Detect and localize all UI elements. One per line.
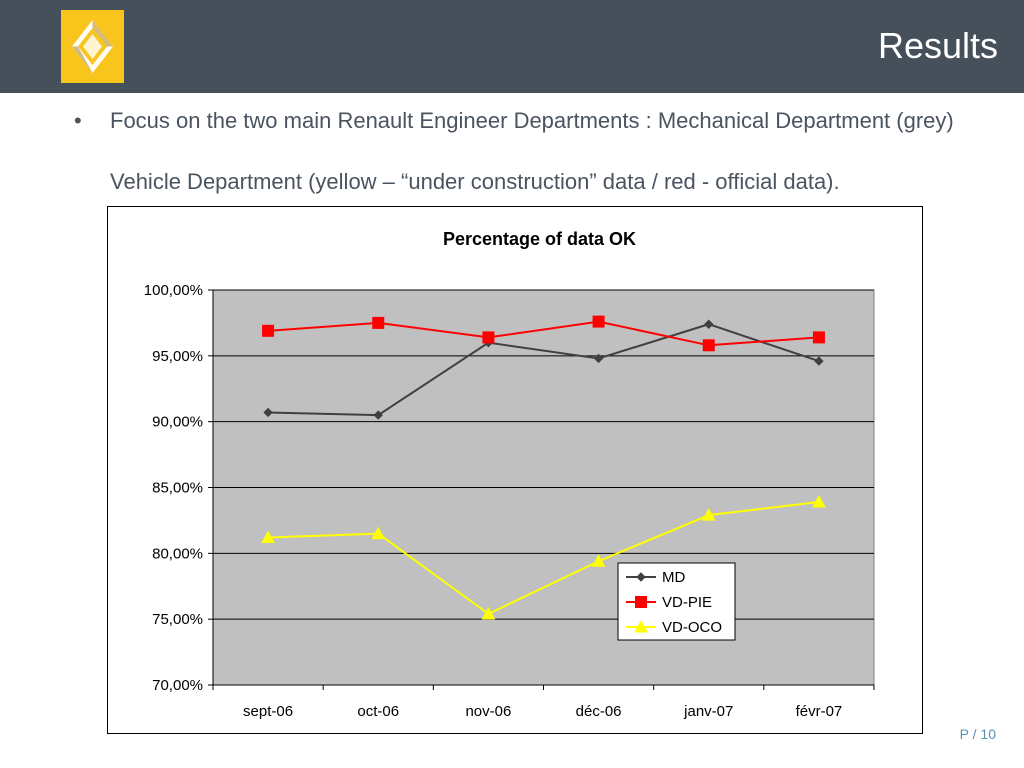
- y-tick-label: 80,00%: [152, 545, 203, 562]
- data-point-md: [373, 410, 383, 420]
- x-tick-label: janv-07: [683, 703, 733, 720]
- legend-label-md: MD: [662, 569, 685, 586]
- bullet-continuation: Vehicle Department (yellow – “under cons…: [110, 169, 840, 194]
- legend-marker-vd-pie: [635, 596, 647, 608]
- legend-label-vd-oco: VD-OCO: [662, 619, 722, 636]
- x-tick-label: oct-06: [357, 703, 399, 720]
- chart-title: Percentage of data OK: [443, 229, 636, 249]
- y-tick-label: 95,00%: [152, 348, 203, 365]
- x-tick-label: févr-07: [796, 703, 843, 720]
- data-point-vd-pie: [812, 331, 825, 344]
- y-tick-label: 75,00%: [152, 611, 203, 628]
- legend-label-vd-pie: VD-PIE: [662, 594, 712, 611]
- bullet-marker: •: [74, 108, 82, 133]
- data-point-vd-pie: [482, 331, 495, 344]
- renault-logo: [61, 10, 124, 83]
- series-line-md: [268, 323, 820, 417]
- data-point-md: [263, 407, 273, 418]
- data-point-vd-oco: [701, 508, 716, 521]
- y-tick-label: 70,00%: [152, 677, 203, 694]
- slide-title: Results: [877, 25, 998, 66]
- bullet-text: Focus on the two main Renault Engineer D…: [110, 108, 954, 133]
- legend-marker-md: [636, 572, 646, 582]
- series-line-vd-pie: [268, 320, 819, 347]
- data-point-vd-pie: [372, 316, 385, 329]
- slide-header: Results: [0, 0, 1024, 93]
- data-point-vd-oco: [591, 554, 606, 567]
- x-tick-label: sept-06: [243, 703, 293, 720]
- data-point-vd-oco: [371, 526, 386, 540]
- renault-diamond-icon: [72, 20, 113, 73]
- x-tick-label: déc-06: [576, 703, 622, 720]
- chart-frame: Percentage of data OK 70,00% 75,00% 80,00% 8…: [107, 206, 923, 734]
- data-point-vd-oco: [261, 530, 275, 544]
- data-point-vd-oco: [812, 494, 826, 508]
- x-tick-label: nov-06: [465, 703, 511, 720]
- page-number: P / 10: [959, 726, 996, 742]
- data-point-vd-pie: [702, 339, 715, 352]
- series-line-vd-oco: [268, 500, 820, 616]
- data-point-md: [593, 353, 604, 364]
- data-point-vd-pie: [262, 324, 275, 337]
- data-point-vd-oco: [481, 606, 496, 620]
- data-point-md: [704, 319, 714, 329]
- data-point-md: [814, 356, 824, 366]
- y-tick-label: 90,00%: [152, 414, 203, 431]
- legend-marker-vd-oco: [634, 619, 648, 633]
- data-point-vd-pie: [592, 315, 605, 328]
- line-chart: Percentage of data OK 70,00% 75,00% 80,00% 8…: [144, 229, 875, 720]
- y-tick-label: 100,00%: [144, 282, 203, 299]
- y-tick-label: 85,00%: [152, 480, 203, 497]
